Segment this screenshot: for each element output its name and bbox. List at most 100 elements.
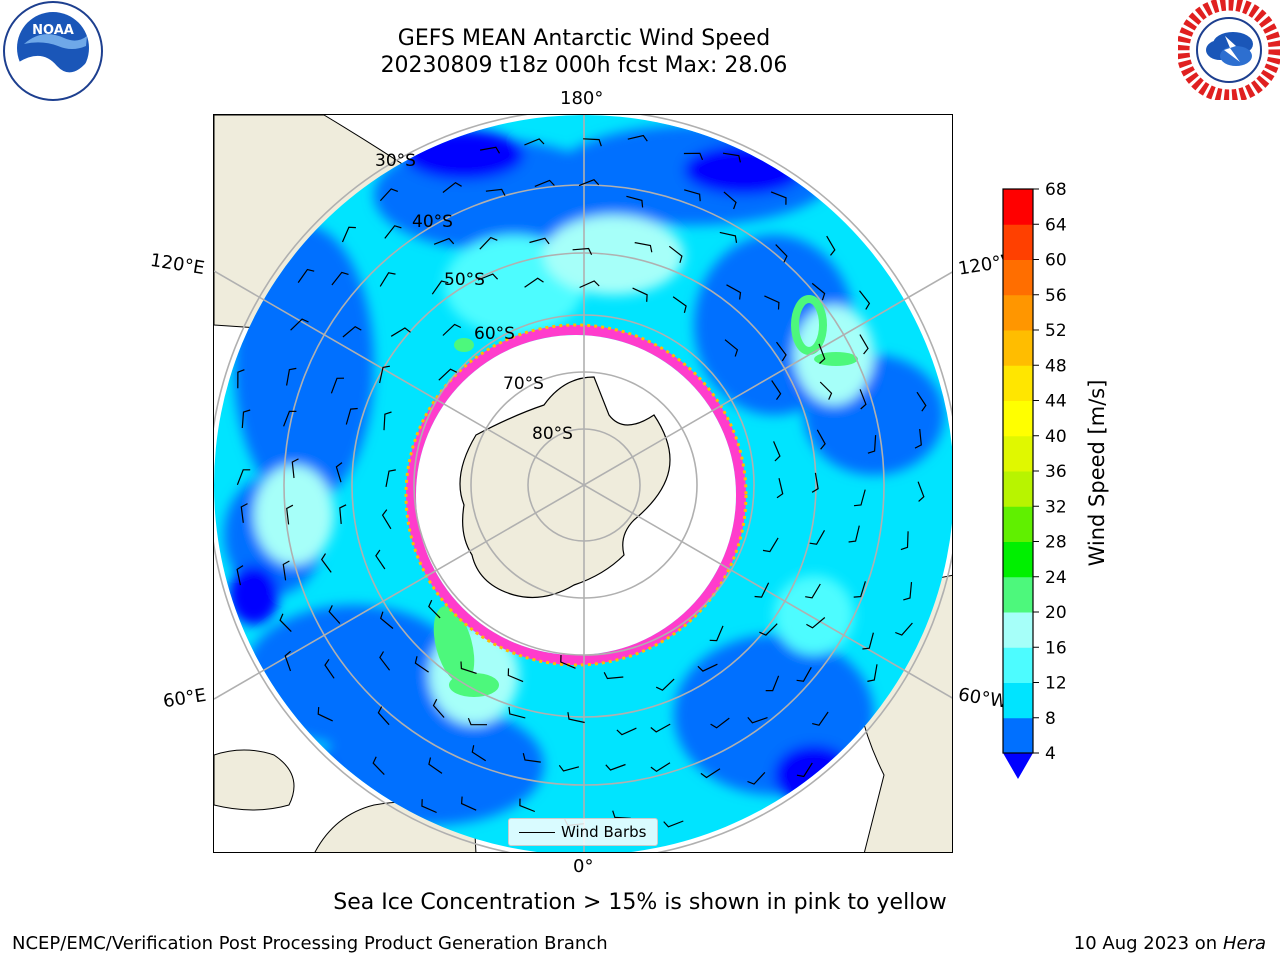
wind-barb bbox=[507, 668, 524, 683]
wind-barb bbox=[335, 462, 343, 483]
wind-barb bbox=[796, 762, 813, 778]
sea-ice-note: Sea Ice Concentration > 15% is shown in … bbox=[333, 890, 947, 915]
wind-barb bbox=[438, 368, 458, 381]
wind-barb bbox=[726, 284, 742, 300]
colorbar-tick-label: 52 bbox=[1045, 321, 1067, 341]
colorbar-tick-label: 60 bbox=[1045, 251, 1067, 271]
wind-barb bbox=[710, 717, 730, 729]
wind-barb bbox=[754, 582, 770, 598]
wind-barb bbox=[773, 441, 781, 462]
wind-barb bbox=[284, 650, 292, 672]
wind-barb bbox=[534, 179, 555, 187]
wind-barb bbox=[626, 195, 644, 208]
map-legend: Wind Barbs bbox=[508, 818, 658, 846]
lon-label-60e: 60°E bbox=[161, 684, 208, 713]
wind-barb bbox=[339, 504, 347, 524]
wind-barb bbox=[508, 706, 526, 719]
wind-barb bbox=[806, 617, 826, 629]
wind-barb bbox=[479, 236, 498, 250]
run-date: 10 Aug 2023 on bbox=[1073, 933, 1218, 954]
wind-barb bbox=[709, 625, 724, 642]
nws-logo bbox=[1178, 0, 1280, 100]
wind-barb bbox=[524, 138, 545, 146]
colorbar-bin bbox=[1003, 471, 1033, 507]
wind-barb bbox=[442, 323, 462, 336]
wind-barb bbox=[805, 583, 821, 599]
wind-barb bbox=[479, 146, 501, 154]
wind-barb bbox=[903, 582, 913, 601]
wind-barb bbox=[776, 341, 787, 362]
wind-barb bbox=[796, 667, 812, 682]
wind-barb bbox=[826, 235, 836, 256]
wind-barb bbox=[414, 656, 429, 673]
colorbar-bin bbox=[1003, 682, 1033, 719]
wind-barb bbox=[771, 380, 782, 400]
wind-barb bbox=[697, 663, 718, 672]
wind-barb bbox=[627, 134, 648, 142]
wind-barb bbox=[519, 798, 536, 813]
lat-label-30s: 30°S bbox=[375, 151, 416, 171]
wind-barb bbox=[719, 231, 738, 243]
lat-label-80s: 80°S bbox=[532, 424, 573, 444]
colorbar-tick-label: 64 bbox=[1045, 215, 1067, 235]
svg-text:NOAA: NOAA bbox=[32, 23, 74, 38]
wind-barb bbox=[632, 287, 648, 302]
credit-text: NCEP/EMC/Verification Post Processing Pr… bbox=[12, 933, 608, 954]
wind-barb bbox=[848, 525, 860, 543]
wind-barb-legend-line bbox=[519, 832, 555, 833]
graticule bbox=[214, 115, 952, 852]
wind-barb bbox=[345, 407, 358, 425]
wind-barb bbox=[421, 799, 437, 814]
wind-barb bbox=[460, 796, 477, 811]
wind-barb bbox=[442, 181, 462, 193]
wind-barb bbox=[236, 565, 244, 586]
wind-barb bbox=[291, 458, 299, 479]
wind-barb bbox=[724, 339, 739, 357]
lon-label-0: 0° bbox=[573, 856, 594, 877]
legend-label: Wind Barbs bbox=[561, 823, 647, 841]
colorbar-label: Wind Speed [m/s] bbox=[1085, 379, 1109, 567]
wind-barb bbox=[723, 191, 737, 210]
colorbar-tick-label: 68 bbox=[1045, 182, 1067, 200]
wind-barb bbox=[668, 245, 683, 263]
wind-barb bbox=[579, 280, 600, 289]
colorbar-tick-label: 24 bbox=[1045, 568, 1067, 588]
wind-barb bbox=[809, 530, 826, 545]
wind-barb bbox=[240, 503, 248, 523]
wind-barb bbox=[700, 768, 721, 779]
colorbar-bin bbox=[1003, 294, 1033, 331]
wind-barb bbox=[380, 611, 394, 629]
wind-barb bbox=[431, 280, 449, 295]
wind-barbs bbox=[236, 134, 927, 828]
machine-name: Hera bbox=[1222, 933, 1266, 954]
wind-barb bbox=[383, 411, 392, 431]
colorbar-bin bbox=[1003, 224, 1033, 260]
lat-label-50s: 50°S bbox=[444, 270, 485, 290]
wind-barb bbox=[819, 381, 833, 400]
wind-barb bbox=[683, 152, 704, 161]
colorbar-tick-label: 32 bbox=[1045, 497, 1067, 517]
wind-barb bbox=[331, 271, 349, 286]
wind-barb bbox=[297, 268, 315, 283]
polar-map bbox=[214, 115, 952, 852]
colorbar-bin bbox=[1003, 717, 1033, 754]
wind-barb bbox=[759, 623, 778, 636]
wind-barb bbox=[241, 409, 251, 429]
lat-label-70s: 70°S bbox=[503, 374, 544, 394]
wind-barb bbox=[428, 599, 441, 619]
wind-barb bbox=[672, 296, 687, 313]
wind-barb bbox=[485, 188, 506, 196]
wind-barb bbox=[816, 429, 826, 450]
wind-barb bbox=[282, 560, 290, 581]
colorbar-bin bbox=[1003, 365, 1033, 401]
wind-barb bbox=[867, 664, 878, 682]
colorbar-tick-label: 8 bbox=[1045, 709, 1056, 729]
wind-barb bbox=[684, 189, 701, 202]
wind-barb bbox=[432, 698, 445, 718]
wind-barb bbox=[379, 651, 391, 671]
wind-barb bbox=[471, 745, 487, 762]
wind-barb bbox=[859, 334, 869, 355]
wind-barb bbox=[572, 247, 593, 256]
colorbar-tick-label: 20 bbox=[1045, 603, 1067, 623]
